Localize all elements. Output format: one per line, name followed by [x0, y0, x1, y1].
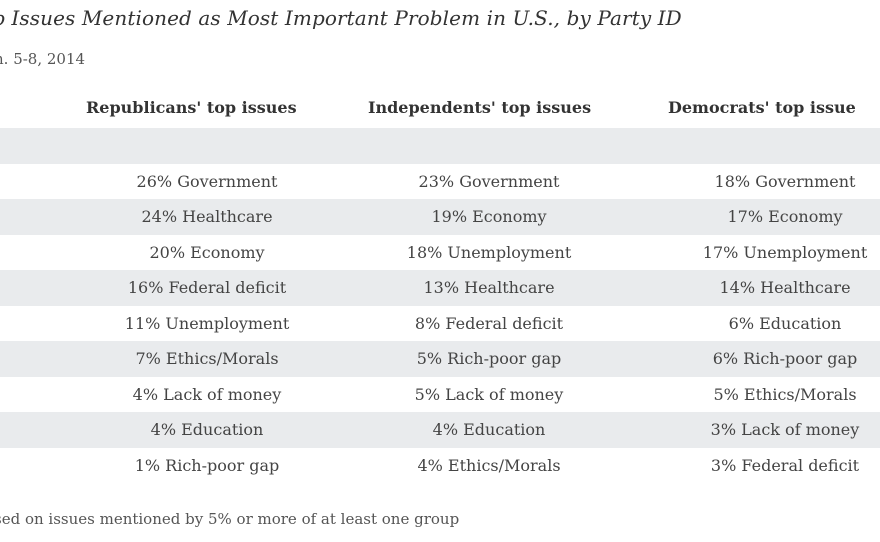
independents-cell: 8% Federal deficit: [414, 313, 564, 333]
republicans-cell: 26% Government: [136, 171, 278, 191]
democrats-cell: 3% Federal deficit: [710, 455, 860, 475]
democrats-cell: 5% Ethics/Morals: [713, 384, 857, 404]
table-row: 24% Healthcare 19% Economy 17% Economy: [0, 199, 880, 235]
header-republicans: Republicans' top issues: [86, 98, 297, 117]
republicans-cell: 11% Unemployment: [124, 313, 290, 333]
republicans-cell: 7% Ethics/Morals: [135, 349, 279, 368]
independents-cell: 23% Government: [418, 171, 560, 191]
republicans-cell: 4% Education: [150, 420, 264, 439]
democrats-cell: 17% Unemployment: [702, 242, 868, 262]
table-row: 7% Ethics/Morals 5% Rich-poor gap 6% Rich-…: [0, 341, 880, 377]
independents-cell: 19% Economy: [431, 207, 547, 226]
table-row: 4% Lack of money 5% Lack of money 5% Ethic…: [0, 377, 880, 413]
republicans-cell: 16% Federal deficit: [127, 278, 287, 297]
header-row: Republicans' top issues Independents' to…: [0, 92, 880, 129]
table-row: 20% Economy 18% Unemployment 17% Unemploym…: [0, 235, 880, 271]
democrats-cell: 14% Healthcare: [719, 278, 851, 297]
table-row: 16% Federal deficit 13% Healthcare 14% Hea…: [0, 270, 880, 306]
independents-cell: 13% Healthcare: [423, 278, 555, 297]
table-body: 26% Government 23% Government 18% Governme…: [0, 128, 880, 483]
democrats-cell: 17% Economy: [727, 207, 843, 226]
republicans-cell: 1% Rich-poor gap: [134, 455, 280, 475]
footnote: sed on issues mentioned by 5% or more of…: [0, 510, 460, 528]
table-row: [0, 128, 880, 164]
table-row: 11% Unemployment 8% Federal deficit 6% Edu…: [0, 306, 880, 342]
independents-cell: 4% Ethics/Morals: [417, 455, 561, 475]
independents-cell: 18% Unemployment: [406, 242, 572, 262]
independents-cell: 4% Education: [432, 420, 546, 439]
democrats-cell: 6% Rich-poor gap: [712, 349, 858, 368]
democrats-cell: 3% Lack of money: [710, 420, 860, 439]
republicans-cell: 4% Lack of money: [132, 384, 282, 404]
table-row: 1% Rich-poor gap 4% Ethics/Morals 3% Feder…: [0, 448, 880, 484]
democrats-cell: 18% Government: [714, 171, 856, 191]
header-democrats: Democrats' top issue: [668, 98, 856, 117]
republicans-cell: 24% Healthcare: [141, 207, 273, 226]
chart-subtitle: n. 5-8, 2014: [0, 50, 86, 68]
issues-table: Republicans' top issues Independents' to…: [0, 92, 880, 483]
independents-cell: 5% Rich-poor gap: [416, 349, 562, 368]
table-row: 26% Government 23% Government 18% Governme…: [0, 164, 880, 200]
democrats-cell: 6% Education: [728, 313, 842, 333]
chart-title: p Issues Mentioned as Most Important Pro…: [0, 6, 682, 30]
independents-cell: 5% Lack of money: [414, 384, 564, 404]
republicans-cell: 20% Economy: [149, 242, 265, 262]
header-independents: Independents' top issues: [368, 98, 592, 117]
table-row: 4% Education 4% Education 3% Lack of money: [0, 412, 880, 448]
